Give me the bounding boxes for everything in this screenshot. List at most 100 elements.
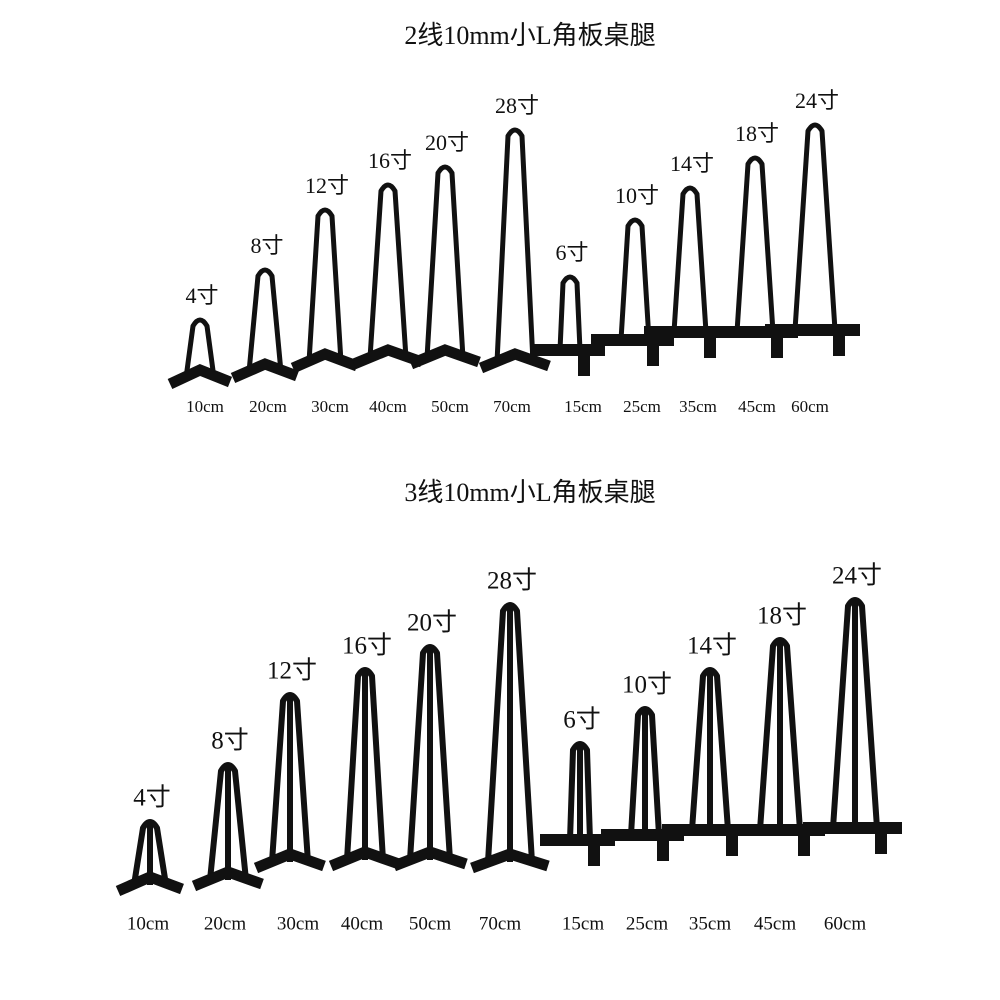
size-label: 12寸: [267, 657, 317, 685]
table-leg: [803, 597, 902, 854]
leg-plate: [765, 324, 860, 336]
size-label: 28寸: [495, 93, 539, 118]
table-leg: [530, 274, 605, 376]
leg-plate: [875, 828, 887, 854]
length-label: 10cm: [127, 913, 169, 934]
size-label: 18寸: [735, 121, 779, 146]
leg-plate: [392, 846, 468, 872]
leg-plate: [647, 340, 659, 366]
length-label: 20cm: [204, 913, 246, 934]
leg-plate: [351, 344, 424, 370]
size-label: 4寸: [133, 784, 171, 812]
leg-rod: [424, 164, 466, 359]
leg-plate: [704, 332, 716, 358]
leg-plate: [833, 330, 845, 356]
size-label: 10寸: [615, 183, 659, 208]
leg-plate: [803, 822, 902, 834]
size-label: 18寸: [757, 602, 807, 630]
leg-rod: [734, 155, 776, 333]
section-title: 3线10mm小L角板桌腿: [404, 478, 655, 507]
leg-rod: [367, 182, 409, 359]
length-label: 25cm: [623, 397, 661, 416]
size-label: 8寸: [250, 233, 283, 258]
size-label: 20寸: [407, 609, 457, 637]
size-label: 28寸: [487, 567, 537, 595]
table-leg: [408, 164, 481, 370]
table-leg: [191, 762, 264, 892]
leg-plate: [588, 840, 600, 866]
length-label: 45cm: [754, 913, 796, 934]
leg-plate: [253, 848, 326, 874]
leg-plate: [328, 846, 401, 872]
leg-rod: [183, 317, 217, 379]
length-label: 60cm: [824, 913, 866, 934]
size-label: 16寸: [342, 632, 392, 660]
size-label: 14寸: [687, 632, 737, 660]
leg-plate: [230, 358, 299, 384]
table-leg: [115, 819, 184, 897]
size-label: 24寸: [795, 88, 839, 113]
length-label: 25cm: [626, 913, 668, 934]
size-label: 20寸: [425, 130, 469, 155]
size-label: 14寸: [670, 151, 714, 176]
size-label: 6寸: [563, 706, 601, 734]
length-label: 35cm: [689, 913, 731, 934]
table-leg: [167, 317, 233, 389]
table-leg: [540, 741, 615, 866]
length-label: 15cm: [564, 397, 602, 416]
leg-rod: [557, 274, 583, 351]
size-label: 4寸: [185, 283, 218, 308]
leg-plate: [771, 332, 783, 358]
table-leg: [230, 267, 299, 384]
length-label: 35cm: [679, 397, 717, 416]
leg-plate: [470, 848, 550, 874]
leg-plate: [408, 344, 481, 370]
section: 3线10mm小L角板桌腿 4寸 10cm 8寸 20cm 12寸 30cm 16寸 40cm 20…: [115, 478, 902, 934]
leg-rod: [618, 217, 652, 341]
length-label: 10cm: [186, 397, 224, 416]
length-label: 50cm: [431, 397, 469, 416]
table-leg: [290, 207, 359, 374]
table-leg: [328, 667, 401, 872]
size-label: 6寸: [555, 240, 588, 265]
leg-plate: [167, 364, 233, 389]
size-label: 8寸: [211, 727, 249, 755]
leg-rod: [306, 207, 344, 363]
leg-plate: [726, 830, 738, 856]
size-label: 10寸: [622, 671, 672, 699]
length-label: 30cm: [311, 397, 349, 416]
length-label: 70cm: [479, 913, 521, 934]
table-leg: [470, 602, 550, 874]
table-leg: [253, 692, 326, 874]
length-label: 40cm: [369, 397, 407, 416]
leg-rod: [494, 127, 536, 363]
leg-plate: [478, 348, 551, 374]
leg-plate: [115, 871, 184, 897]
leg-rod: [792, 122, 838, 331]
leg-plate: [191, 866, 264, 892]
table-leg: [765, 122, 860, 356]
length-label: 20cm: [249, 397, 287, 416]
leg-plate: [578, 350, 590, 376]
table-leg: [730, 637, 825, 856]
length-label: 30cm: [277, 913, 319, 934]
table-leg: [478, 127, 551, 374]
leg-plate: [798, 830, 810, 856]
size-label: 16寸: [368, 148, 412, 173]
leg-plate: [657, 835, 669, 861]
section-title: 2线10mm小L角板桌腿: [404, 21, 655, 50]
length-label: 70cm: [493, 397, 531, 416]
size-label: 12寸: [305, 173, 349, 198]
length-label: 45cm: [738, 397, 776, 416]
leg-plate: [290, 348, 359, 374]
leg-rod: [246, 267, 284, 373]
table-leg: [392, 644, 468, 872]
leg-rod: [671, 185, 709, 333]
length-label: 15cm: [562, 913, 604, 934]
length-label: 50cm: [409, 913, 451, 934]
section: 2线10mm小L角板桌腿 4寸 10cm 8寸 20cm 12寸 30cm 16寸 40cm 20…: [167, 21, 860, 416]
length-label: 60cm: [791, 397, 829, 416]
table-leg: [351, 182, 424, 370]
table-leg: [662, 667, 753, 856]
